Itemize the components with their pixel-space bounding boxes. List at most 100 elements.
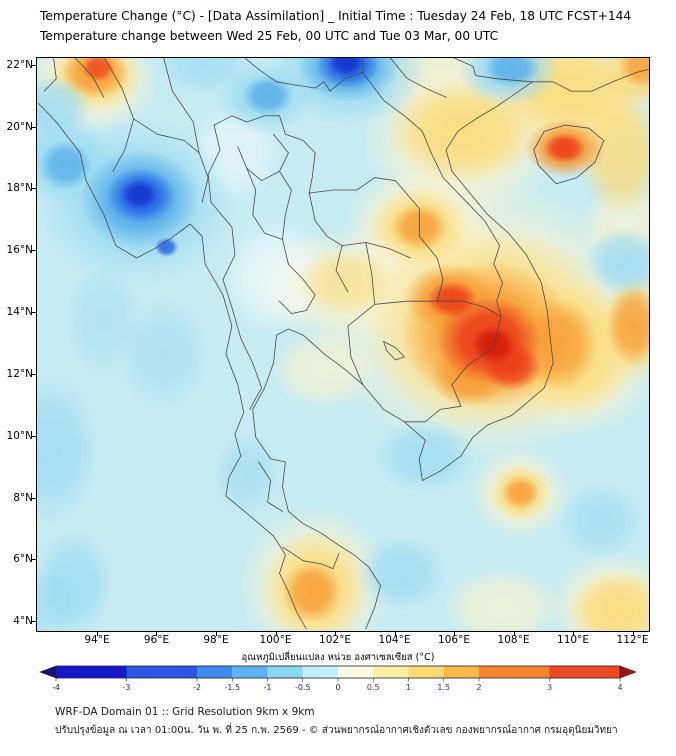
y-tick-label: 4°N (13, 615, 33, 628)
border-line-th-internal-6 (365, 242, 376, 305)
border-line-border-th-kh (347, 300, 438, 386)
x-tick-mark (275, 631, 277, 636)
y-tick-label: 6°N (13, 553, 33, 566)
colorbar-right-arrow (619, 665, 637, 679)
colorbar-tick-label: -1 (264, 683, 272, 692)
border-line-border-bd-mm (44, 58, 57, 92)
colorbar-tick-label: 0.5 (367, 683, 380, 692)
border-line-th-internal-4 (308, 192, 411, 259)
border-line-coast-east (252, 81, 554, 630)
border-line-border-th-my (282, 546, 340, 569)
colorbar-title: อุณหภูมิเปลี่ยนแปลง หน่วย องศาเซลเซียส (… (241, 652, 435, 663)
y-tick-label: 22°N (6, 58, 33, 71)
y-tick-mark (31, 621, 36, 623)
colorbar-segment (443, 666, 479, 678)
colorbar-segment (197, 666, 233, 678)
colorbar-segment (126, 666, 197, 678)
x-tick-mark (335, 631, 336, 636)
page-subtitle: Temperature change between Wed 25 Feb, 0… (40, 29, 499, 43)
y-tick-label: 12°N (6, 367, 33, 380)
border-line-vn-internal-1 (389, 58, 447, 98)
x-tick-label: 94°E (84, 634, 110, 646)
map-plot-area (36, 57, 650, 632)
colorbar-tick-label: -2 (193, 683, 201, 692)
border-line-mm-internal-3 (133, 118, 200, 154)
colorbar-tick-label: 4 (617, 683, 622, 692)
border-line-coast-west (38, 103, 307, 630)
colorbar-tick-label: 1.5 (437, 683, 450, 692)
y-tick-label: 20°N (6, 120, 33, 133)
x-tick-label: 98°E (203, 634, 229, 646)
y-tick-label: 8°N (13, 491, 33, 504)
border-line-border-la-vn (362, 72, 503, 318)
x-tick-mark (96, 631, 98, 636)
border-line-th-internal-8 (258, 461, 283, 512)
y-tick-mark (31, 497, 36, 499)
border-line-border-cn-mm-la (244, 58, 364, 92)
border-line-china-coast (532, 69, 649, 92)
y-tick-mark (31, 435, 36, 437)
x-tick-label: 104°E (378, 634, 411, 646)
colorbar-segment (232, 666, 268, 678)
x-tick-mark (156, 631, 158, 636)
colorbar-tick-label: -1.5 (224, 683, 240, 692)
y-tick-mark (31, 250, 36, 252)
x-tick-mark (454, 631, 456, 636)
colorbar-segment (338, 666, 374, 678)
x-tick-mark (632, 631, 634, 636)
y-tick-mark (31, 188, 36, 190)
x-tick-label: 106°E (438, 634, 470, 646)
border-line-border-kh-la (436, 300, 502, 318)
x-tick-mark (216, 631, 217, 636)
border-line-border-th-la (279, 115, 444, 302)
x-tick-label: 112°E (616, 634, 649, 646)
x-tick-mark (394, 631, 396, 636)
y-tick-label: 18°N (6, 182, 33, 195)
border-line-th-internal-1 (237, 146, 283, 240)
y-tick-mark (31, 312, 36, 314)
y-tick-mark (31, 559, 36, 561)
x-tick-label: 110°E (557, 634, 589, 646)
colorbar: -4 -3 -2 -1.5 -1 -0.5 0 0.5 1 1.5 2 3 4 (39, 665, 637, 692)
border-line-th-internal-7 (279, 263, 316, 314)
colorbar-tick-label: 3 (547, 683, 552, 692)
y-tick-mark (31, 126, 36, 128)
y-tick-label: 10°N (6, 429, 33, 442)
colorbar-tick-label: 2 (476, 683, 481, 692)
border-line-th-internal-2 (279, 171, 292, 265)
colorbar-tick-label: 0 (335, 683, 340, 692)
country-borders-overlay (38, 58, 649, 630)
border-line-th-internal-3 (246, 133, 289, 182)
temperature-field-canvas (37, 58, 649, 631)
border-line-th-internal-5 (335, 245, 349, 293)
border-line-border-in-mm (74, 58, 105, 98)
x-tick-label: 102°E (319, 634, 351, 646)
colorbar-segment (302, 666, 338, 678)
y-tick-label: 16°N (6, 244, 33, 257)
border-line-hainan (533, 124, 605, 185)
colorbar-segment (267, 666, 303, 678)
colorbar-tick-label: -0.5 (295, 683, 311, 692)
border-line-border-mm-th (207, 115, 280, 410)
colorbar-segment (408, 666, 444, 678)
border-line-border-vn-cn (453, 58, 533, 83)
y-tick-label: 14°N (6, 306, 33, 319)
border-line-mm-internal-1 (103, 58, 135, 172)
x-tick-mark (573, 631, 575, 636)
footer-domain-info: WRF-DA Domain 01 :: Grid Resolution 9km … (55, 706, 315, 718)
colorbar-tick-label: 1 (406, 683, 411, 692)
x-tick-mark (513, 631, 515, 636)
colorbar-segment (56, 666, 127, 678)
colorbar-segment (549, 666, 620, 678)
border-line-mm-internal-2 (163, 58, 209, 203)
footer-update-info: ปรับปรุงข้อมูล ณ เวลา 01:00น. วัน พ. ที่… (55, 725, 618, 736)
border-line-border-kh-vn (404, 316, 502, 423)
colorbar-tick-label: -4 (52, 683, 60, 692)
page-title: Temperature Change (°C) - [Data Assimila… (40, 9, 632, 23)
colorbar-tick-label: -3 (123, 683, 131, 692)
colorbar-segment (373, 666, 409, 678)
y-tick-mark (31, 373, 36, 375)
x-tick-label: 100°E (259, 634, 292, 646)
y-tick-mark (31, 64, 36, 66)
colorbar-segment (479, 666, 550, 678)
